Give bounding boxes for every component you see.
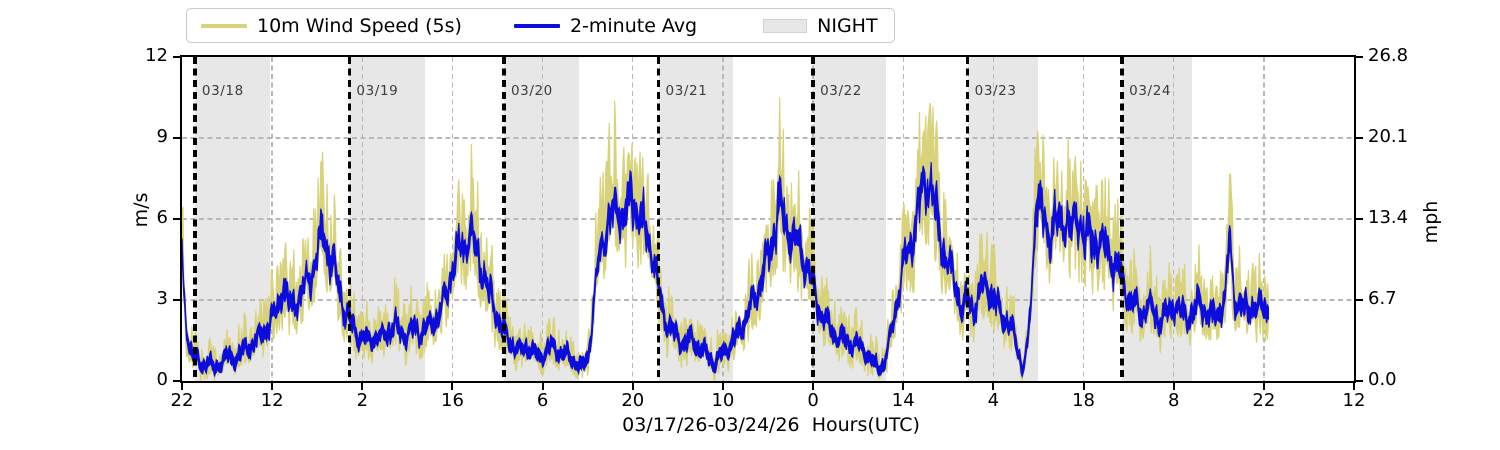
wind-speed-series-canvas [182,97,1270,381]
x-tick-mark [992,383,995,390]
date-label: 03/24 [1129,83,1172,99]
x-tick-mark [1262,383,1265,390]
x-tick-mark [271,383,274,390]
x-tick-mark [1353,383,1355,390]
x-tick-mark [451,383,454,390]
day-boundary-line [811,57,815,381]
day-boundary-line [347,57,352,381]
y-tick-label-mph: 26.8 [1368,45,1409,66]
wind-speed-5s-line-swatch [201,23,247,28]
x-tick-label: 16 [441,390,464,411]
night-patch-swatch [763,18,808,33]
x-tick-mark [812,383,815,390]
x-tick-label: 6 [536,390,549,411]
x-tick-label: 22 [170,390,194,411]
x-tick-label: 14 [891,390,915,411]
x-tick-label: 2 [356,390,369,411]
legend: 10m Wind Speed (5s) 2-minute Avg NIGHT [186,8,895,43]
legend-item-wind-speed-5s: 10m Wind Speed (5s) [201,15,462,37]
x-tick-mark [902,383,905,390]
x-tick-mark [1082,383,1085,390]
y-gridline [182,299,1354,301]
y-tick-mark-right [1356,299,1363,301]
x-tick-label: 18 [1072,390,1095,411]
y-tick-mark-right [1356,137,1363,139]
date-label: 03/18 [201,83,244,99]
two-minute-avg-series [182,162,1270,379]
y-axis-title-mph: mph [1420,200,1442,244]
y-tick-label-mph: 20.1 [1368,126,1409,147]
y-tick-mark-right [1356,56,1363,58]
x-tick-label: 4 [987,390,1000,411]
x-tick-label: 0 [807,390,819,411]
x-tick-mark [181,383,183,390]
x-axis-title: 03/17/26-03/24/26 Hours(UTC) [622,414,920,436]
y-tick-label-ms: 6 [156,207,168,228]
day-boundary-line [193,57,197,381]
legend-label-two-minute-avg: 2-minute Avg [569,14,698,37]
x-tick-label: 22 [1252,390,1276,411]
date-label: 03/20 [510,83,553,99]
two-minute-avg-line-swatch [513,23,560,28]
y-tick-label-mph: 0.0 [1368,369,1397,390]
legend-item-night: NIGHT [763,14,878,37]
date-label: 03/23 [974,83,1017,99]
legend-label-night: NIGHT [817,14,878,37]
day-boundary-line [965,57,970,381]
y-tick-label-ms: 3 [156,288,168,309]
y-tick-mark-left [173,56,180,58]
x-tick-label: 12 [1342,390,1366,411]
y-gridline [182,218,1354,220]
y-tick-label-mph: 6.7 [1368,288,1397,309]
y-tick-label-ms: 9 [156,126,168,147]
x-tick-label: 12 [260,390,284,411]
y-tick-mark-right [1356,218,1363,220]
day-boundary-line [656,57,661,381]
y-gridline [182,137,1354,139]
legend-label-wind-speed-5s: 10m Wind Speed (5s) [257,14,462,37]
x-tick-mark [1172,383,1175,390]
y-tick-mark-right [1356,380,1363,382]
x-tick-mark [361,383,364,390]
date-label: 03/19 [356,83,399,99]
x-tick-label: 10 [711,390,735,411]
x-tick-label: 8 [1167,390,1180,411]
y-tick-mark-left [173,299,180,301]
x-tick-mark [631,383,634,390]
date-label: 03/21 [665,83,708,99]
date-label: 03/22 [820,83,862,99]
x-tick-mark [541,383,544,390]
x-tick-label: 20 [621,390,645,411]
y-tick-mark-left [173,380,180,382]
x-tick-mark [721,383,724,390]
legend-item-two-minute-avg: 2-minute Avg [513,14,698,37]
day-boundary-line [502,57,506,381]
y-tick-mark-left [173,137,180,139]
plot-area: 03/18 03/19 03/20 03/21 03/22 03/23 03/24 [182,57,1354,381]
y-tick-label-ms: 12 [145,45,168,66]
y-tick-label-ms: 0 [156,369,168,390]
y-tick-label-mph: 13.4 [1368,207,1409,228]
day-boundary-line [1120,57,1124,381]
y-tick-mark-left [173,218,180,220]
